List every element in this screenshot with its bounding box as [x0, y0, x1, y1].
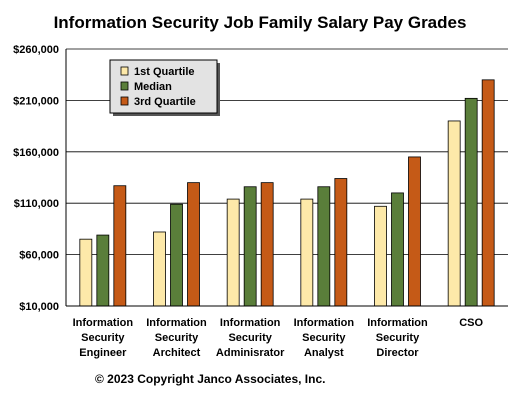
y-tick-label: $160,000	[13, 147, 59, 159]
x-category-label-line: Information	[73, 317, 134, 329]
x-category-label-line: Security	[81, 332, 125, 344]
bar	[226, 198, 240, 307]
bar	[187, 182, 200, 307]
y-tick-label: $10,000	[19, 301, 59, 313]
x-category-label: Information Security Analyst	[294, 317, 355, 359]
bar	[113, 185, 127, 307]
x-category-label-line: Security	[155, 332, 199, 344]
y-tick-label: $260,000	[13, 44, 59, 56]
axes	[65, 49, 508, 307]
bar	[374, 205, 387, 307]
x-category-label-line: Security	[376, 332, 420, 344]
chart-title: Information Security Job Family Salary P…	[54, 13, 467, 32]
x-category-label-line: Information	[367, 317, 428, 329]
x-axis-categories: Information Security Engineer Information Se…	[73, 317, 484, 359]
x-category-label-line: Security	[228, 332, 272, 344]
bar	[391, 192, 404, 307]
x-category-label-line: Information	[146, 317, 207, 329]
legend-swatch	[120, 66, 129, 76]
bar	[447, 120, 461, 307]
x-category-label: Information Security Architect	[146, 317, 207, 359]
legend-label: 3rd Quartile	[134, 96, 196, 108]
x-category-label-line: Analyst	[304, 347, 344, 359]
y-axis-ticks: $10,000 $60,000 $110,000 $160,000 $210,000 $2…	[13, 44, 59, 313]
x-category-label-line: Information	[294, 317, 355, 329]
x-category-label-line: Adminisrator	[216, 347, 285, 359]
copyright-text: © 2023 Copyright Janco Associates, Inc.	[95, 372, 325, 386]
x-category-label-line: Architect	[153, 347, 201, 359]
x-category-label: Information Security Adminisrator	[216, 317, 285, 359]
bar	[334, 178, 348, 307]
y-tick-label: $110,000	[14, 198, 59, 210]
x-category-label-line: Security	[302, 332, 346, 344]
x-category-label-line: Information	[220, 317, 281, 329]
bar	[153, 231, 166, 307]
bar	[260, 182, 274, 307]
x-category-label-line: Engineer	[79, 347, 127, 359]
bar	[79, 238, 93, 307]
legend-label: 1st Quartile	[134, 66, 195, 78]
x-category-label-line: CSO	[459, 317, 483, 329]
bar	[300, 198, 314, 307]
bars	[79, 79, 495, 307]
legend-swatch	[120, 96, 129, 106]
x-category-label: Information Security Engineer	[73, 317, 134, 359]
legend: 1st Quartile Median 3rd Quartile	[109, 59, 220, 116]
bar	[317, 186, 331, 307]
legend-label: Median	[134, 81, 172, 93]
y-tick-label: $60,000	[19, 250, 59, 262]
x-category-label-line: Director	[376, 347, 419, 359]
bar	[170, 203, 183, 307]
x-category-label: CSO	[459, 317, 483, 329]
bar	[408, 156, 421, 307]
y-tick-label: $210,000	[13, 95, 59, 107]
bar	[481, 79, 495, 307]
legend-swatch	[120, 81, 129, 91]
bar	[96, 234, 110, 307]
bar	[243, 186, 257, 307]
x-category-label: Information Security Director	[367, 317, 428, 359]
bar	[464, 97, 478, 307]
